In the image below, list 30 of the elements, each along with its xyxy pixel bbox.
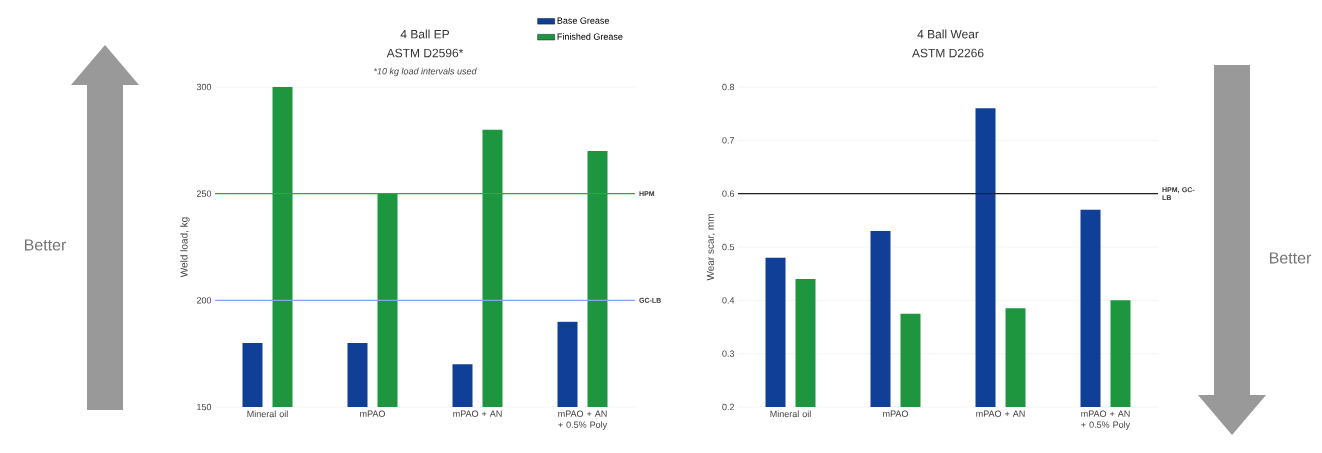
y-tick-label: 250	[196, 190, 212, 197]
chart-subtitle: ASTM D2596*	[386, 48, 464, 58]
chart-subtitle: ASTM D2266	[912, 48, 984, 58]
x-tick-label: mPAO + AN + 0.5% Poly	[1081, 410, 1131, 430]
y-tick-label: 0.4	[722, 297, 735, 304]
x-tick-label: Mineral oil	[770, 410, 811, 418]
y-axis-title: Wear scar, mm	[706, 214, 716, 281]
legend-label: Finished Grease	[557, 33, 623, 40]
chart-title: 4 Ball Wear	[917, 29, 979, 39]
y-tick-label: 0.5	[722, 243, 735, 251]
y-tick-label: 200	[196, 297, 212, 304]
text: Better	[24, 239, 67, 251]
y-tick-label: 0.6	[722, 190, 735, 197]
x-tick-label: mPAO + AN + 0.5% Poly	[558, 410, 608, 430]
x-tick-label: Mineral oil	[247, 410, 288, 418]
x-tick-label: mPAO + AN	[976, 410, 1025, 417]
chart-title: 4 Ball EP	[400, 29, 450, 39]
y-tick-label: 300	[196, 83, 212, 91]
text: *10 kg load intervals used	[374, 67, 477, 77]
x-tick-label: mPAO	[883, 410, 908, 417]
y-tick-label: 0.3	[722, 350, 735, 357]
y-tick-label: 0.2	[722, 403, 735, 411]
y-tick-label: 0.7	[722, 137, 735, 144]
legend-label: Base Grease	[557, 17, 609, 24]
text: Better	[1269, 252, 1312, 264]
y-axis-title: Weld load, kg	[180, 217, 190, 278]
x-tick-label: mPAO + AN	[453, 410, 502, 417]
x-tick-label: mPAO	[360, 410, 385, 417]
y-tick-label: 0.8	[722, 83, 735, 91]
y-tick-label: 150	[197, 403, 212, 411]
